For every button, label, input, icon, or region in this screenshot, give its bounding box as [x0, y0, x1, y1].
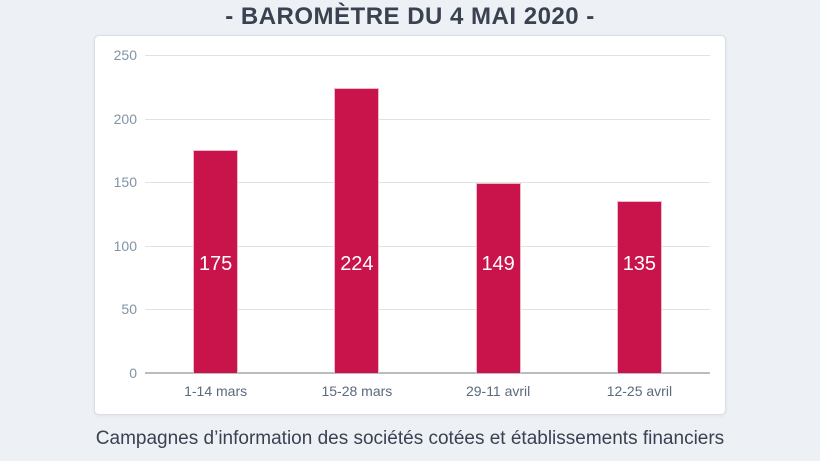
y-tick-label: 250: [113, 47, 137, 63]
y-tick-label: 100: [113, 237, 137, 254]
x-tick-label: 1-14 mars: [184, 383, 248, 399]
bar: 135: [616, 201, 662, 373]
bar: 175: [193, 150, 239, 373]
y-tick-label: 50: [121, 301, 137, 318]
gridline: [145, 55, 710, 56]
gridline: [145, 245, 710, 247]
bar: 149: [475, 183, 521, 373]
gridline: [145, 118, 710, 120]
y-tick-label: 0: [129, 365, 137, 381]
x-axis-line: [145, 372, 710, 374]
bar: 224: [334, 88, 380, 373]
x-tick-label: 29-11 avril: [465, 383, 531, 399]
bar-value-label: 175: [198, 252, 233, 275]
bar-value-label: 135: [622, 252, 657, 275]
y-tick-label: 150: [113, 174, 137, 191]
x-tick-label: 15-28 mars: [321, 383, 393, 399]
gridline: [145, 309, 710, 311]
page-title: - BAROMÈTRE DU 4 MAI 2020 -: [225, 3, 595, 30]
x-tick-label: 12-25 avril: [606, 383, 673, 399]
chart-card: 0 50 100 150 200 250 175 1-14 mars 224 15-28 mars…: [94, 35, 726, 415]
bar-value-label: 149: [481, 252, 515, 275]
gridline: [145, 182, 710, 184]
y-tick-label: 200: [113, 110, 137, 127]
bar-chart: 0 50 100 150 200 250 175 1-14 mars 224 15-28 mars…: [95, 36, 725, 414]
bar-value-label: 224: [340, 252, 374, 275]
chart-caption: Campagnes d’information des sociétés cot…: [95, 428, 725, 449]
